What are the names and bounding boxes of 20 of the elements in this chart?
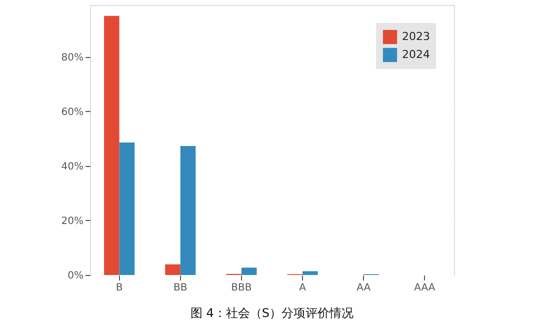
y-tick-label: 60% (61, 106, 84, 118)
y-tick-label: 80% (61, 52, 84, 64)
legend-label: 2024 (402, 48, 430, 61)
x-tick-label: AA (356, 282, 371, 294)
bar (119, 142, 135, 275)
y-tick-label: 20% (61, 216, 84, 227)
x-tick-label: B (116, 282, 123, 294)
bar (104, 16, 120, 275)
bar (165, 264, 180, 275)
y-tick-label: 40% (61, 161, 84, 172)
x-tick-label: BB (174, 282, 188, 294)
x-tick-label: AAA (414, 282, 436, 294)
x-tick-label: BBB (231, 282, 252, 294)
text: 图 4：社会（S）分项评价情况 (190, 306, 354, 320)
x-tick-label: A (299, 282, 306, 294)
bar (180, 146, 196, 275)
bar (241, 268, 257, 275)
y-tick-label: 0% (68, 270, 84, 282)
bar (302, 271, 318, 275)
legend-label: 2023 (402, 30, 430, 43)
